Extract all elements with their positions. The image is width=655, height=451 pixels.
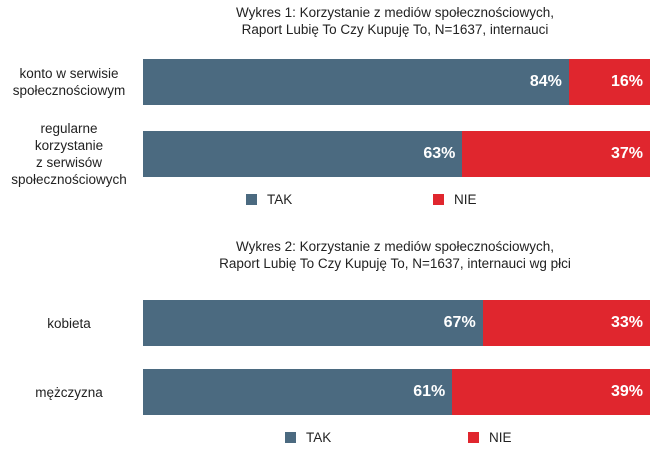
legend-item-tak: TAK <box>246 192 292 207</box>
stacked-bar: 61% 39% <box>143 369 650 415</box>
legend-swatch <box>246 194 257 205</box>
bar-segment-tak: 84% <box>143 59 569 105</box>
chart-title-line-2: Raport Lubię To Czy Kupuję To, N=1637, i… <box>241 22 549 37</box>
legend-swatch <box>433 194 444 205</box>
stacked-bar: 67% 33% <box>143 300 650 346</box>
legend-item-tak: TAK <box>285 430 331 445</box>
bar-segment-tak: 67% <box>143 300 483 346</box>
bar-segment-nie: 16% <box>568 59 650 105</box>
legend-label: NIE <box>489 430 512 445</box>
chart-title: Wykres 2: Korzystanie z mediów społeczno… <box>140 238 650 272</box>
category-label: regularne korzystanie z serwisów społecz… <box>0 118 138 190</box>
legend-swatch <box>468 432 479 443</box>
legend-label: TAK <box>267 192 293 207</box>
category-label-text: regularne korzystanie z serwisów społecz… <box>11 121 127 187</box>
data-label: 67% <box>443 314 476 331</box>
stacked-bar: 63% 37% <box>143 131 650 177</box>
data-label: 39% <box>610 383 643 400</box>
category-label: konto w serwisie społecznościowym <box>0 59 138 105</box>
category-label-text: kobieta <box>47 315 91 331</box>
chart-title-line-1: Wykres 1: Korzystanie z mediów społeczno… <box>236 5 554 20</box>
data-label: 33% <box>610 314 643 331</box>
chart-2: Wykres 2: Korzystanie z mediów społeczno… <box>0 228 655 451</box>
bar-segment-nie: 33% <box>482 300 650 346</box>
legend-item-nie: NIE <box>433 192 477 207</box>
legend-label: TAK <box>306 430 332 445</box>
stacked-bar: 84% 16% <box>143 59 650 105</box>
chart-title-line-1: Wykres 2: Korzystanie z mediów społeczno… <box>236 239 554 254</box>
data-label: 37% <box>610 145 643 162</box>
category-label: mężczyzna <box>0 369 138 415</box>
category-label: kobieta <box>0 300 138 346</box>
category-label-text: konto w serwisie społecznościowym <box>12 66 126 98</box>
legend-swatch <box>285 432 296 443</box>
data-label: 84% <box>529 73 562 90</box>
category-label-text: mężczyzna <box>35 384 103 400</box>
legend-label: NIE <box>454 192 477 207</box>
data-label: 61% <box>413 383 446 400</box>
data-label: 63% <box>423 145 456 162</box>
bar-segment-nie: 39% <box>452 369 650 415</box>
bar-segment-nie: 37% <box>462 131 650 177</box>
chart-title-line-2: Raport Lubię To Czy Kupuję To, N=1637, i… <box>219 256 571 271</box>
legend-item-nie: NIE <box>468 430 512 445</box>
chart-title: Wykres 1: Korzystanie z mediów społeczno… <box>140 4 650 38</box>
bar-segment-tak: 61% <box>143 369 453 415</box>
chart-1: Wykres 1: Korzystanie z mediów społeczno… <box>0 0 655 215</box>
data-label: 16% <box>610 73 643 90</box>
bar-segment-tak: 63% <box>143 131 463 177</box>
